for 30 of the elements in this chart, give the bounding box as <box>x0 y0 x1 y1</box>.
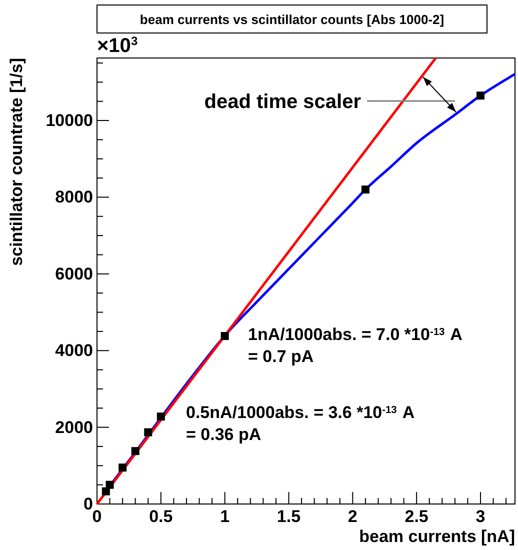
y-tick-label: 4000 <box>55 341 93 360</box>
text: ×10$^{3}$ <box>97 34 138 57</box>
y-tick-label: 2000 <box>55 418 93 437</box>
x-tick-label: 1.5 <box>276 507 301 526</box>
x-tick-label: 2 <box>348 507 358 526</box>
annotation: = 0.7 pA <box>248 347 314 366</box>
annotation: dead time scaler <box>204 91 362 113</box>
point <box>102 487 110 496</box>
y-tick-label: 10000 <box>46 110 93 130</box>
point <box>156 412 165 421</box>
x-tick-label: 0.5 <box>149 507 173 526</box>
annotation: = 0.36 pA <box>186 425 262 444</box>
annotation: 0.5nA/1000abs. = 3.6 *10$^{-13}$ A <box>186 403 415 422</box>
point <box>118 464 127 472</box>
y-tick-label: 8000 <box>55 188 93 207</box>
chart-title: beam currents vs scintillator counts [Abs 1000-2] <box>140 12 444 27</box>
y-axis-title: scintillator countrate [1/s] <box>7 58 26 266</box>
y-tick-label: 6000 <box>55 264 93 284</box>
point <box>131 447 140 456</box>
x-tick-label: 2.5 <box>404 507 428 526</box>
point <box>361 186 370 194</box>
annotation: 1nA/1000abs. = 7.0 *10$^{-13}$ A <box>248 325 462 344</box>
x-tick-label: 1 <box>220 507 230 526</box>
y-tick-label: 0 <box>84 494 93 514</box>
x-tick-label: 3 <box>476 507 486 526</box>
point <box>476 92 484 100</box>
x-axis-title: beam currents [nA] <box>359 527 515 546</box>
point <box>144 428 152 436</box>
point <box>106 480 114 489</box>
point <box>220 332 229 340</box>
